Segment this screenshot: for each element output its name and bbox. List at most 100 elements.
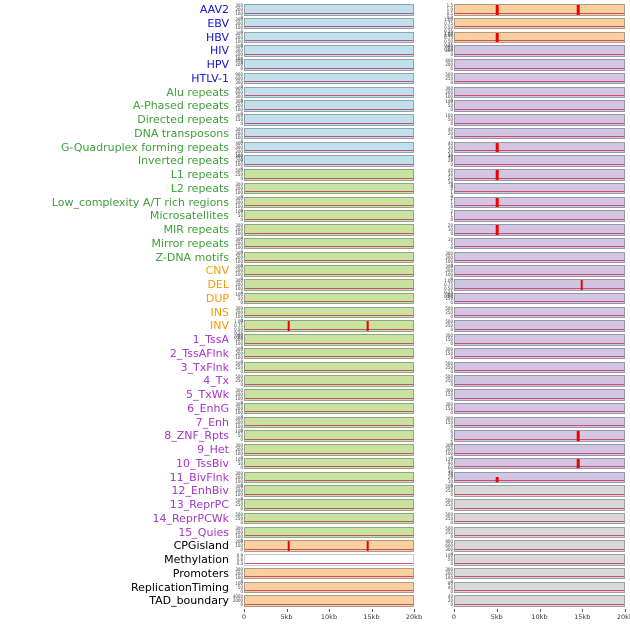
row-label: HBV [205, 30, 229, 44]
y-tick-label: 0 [240, 382, 243, 388]
y-axis-ticks-right: 100 50 0 [444, 100, 454, 112]
y-tick-label: 40 [447, 594, 453, 600]
y-tick-label: 0 [240, 276, 243, 282]
y-axis-ticks-right: 300 200 100 0 [444, 86, 454, 102]
row-label: 7_Enh [195, 415, 229, 429]
y-tick-label: 0 [450, 203, 453, 209]
y-tick-label: 0 [240, 427, 243, 433]
y-tick-label: 0 [450, 184, 453, 189]
y-axis-ticks-left: 500 250 0 [234, 361, 244, 374]
y-tick-label: 100 [235, 209, 243, 215]
y-tick-label: 0 [240, 176, 243, 181]
column-gap [414, 306, 444, 320]
column-gap [414, 209, 444, 223]
track-panel-right [454, 347, 625, 360]
y-tick-label: 0 [450, 276, 453, 282]
signal-peak [495, 32, 499, 43]
y-tick-label: 500 [445, 291, 453, 297]
y-axis-ticks-left: 300 200 100 0 [234, 567, 244, 583]
y-tick-label: 1.00 [234, 319, 243, 325]
y-tick-label: 0 [450, 492, 453, 498]
track-panel-left [244, 210, 414, 222]
y-tick-label: 0.25 [444, 42, 453, 48]
profile-baseline [455, 122, 624, 124]
track-panel-right [454, 306, 625, 319]
y-tick-label: 400 [445, 58, 453, 63]
row-label: 15_Quies [178, 525, 229, 539]
y-tick-label: 300 [235, 48, 243, 54]
track-row: Mirror repeats 300 200 100 0 10 5 0 [0, 237, 630, 253]
y-axis-ticks-left: 300 200 100 0 [234, 444, 244, 460]
y-axis-ticks-left: 300 200 100 0 [234, 251, 244, 267]
row-label: Microsatellites [149, 209, 229, 223]
y-tick-label: 20 [447, 130, 453, 136]
y-axis-ticks-right: 400 200 0 [444, 59, 454, 71]
y-tick-label: 250 [445, 488, 453, 494]
y-tick-label: 100 [235, 451, 243, 456]
y-axis-ticks-right: 300 200 100 0 [444, 444, 454, 460]
profile-baseline [245, 108, 413, 110]
profile-baseline [455, 328, 624, 330]
track-panel-left [244, 86, 414, 99]
track-panel-right [454, 155, 625, 167]
y-tick-label: 0 [450, 455, 453, 460]
y-tick-label: 500 [235, 498, 243, 503]
track-panel-right [454, 361, 625, 374]
y-tick-label: 0 [240, 217, 243, 223]
track-row: MIR repeats 300 200 100 0 20 10 0 [0, 223, 630, 240]
row-label: DNA transposons [134, 126, 229, 140]
y-tick-label: 300 [235, 3, 243, 8]
y-tick-label: 400 [235, 140, 243, 146]
y-tick-label: 100 [235, 478, 243, 484]
y-tick-label: 250 [235, 364, 243, 370]
y-tick-label: 100 [445, 99, 453, 105]
y-tick-label: 500 [445, 305, 453, 311]
track-row: Alu repeats 900 600 300 0 300 200 100 0 [0, 86, 630, 102]
track-rows: AAV2 300 200 100 0 1.5 1.0 0.5 0.0 EBV 300 200 100 0 1… [0, 3, 630, 608]
column-gap [414, 457, 444, 471]
y-axis-ticks-right: 300 150 0 [444, 389, 454, 401]
y-tick-label: 100 [235, 291, 243, 297]
y-tick-label: 0 [240, 235, 243, 240]
track-row: Z-DNA motifs 300 200 100 0 300 200 100 0 [0, 251, 630, 267]
track-panel-left [244, 251, 414, 264]
y-tick-label: 0 [450, 382, 453, 388]
y-tick-label: 0 [450, 341, 453, 346]
track-row: Promoters 300 200 100 0 300 200 100 0 [0, 567, 630, 583]
profile-baseline [455, 397, 624, 399]
y-axis-ticks-right: 500 250 0 [444, 526, 454, 539]
y-tick-label: 50 [237, 295, 243, 301]
y-tick-label: 50 [237, 584, 243, 590]
profile-baseline [245, 466, 413, 468]
y-tick-label: 900 [235, 71, 243, 77]
y-tick-label: 10 [447, 180, 453, 185]
y-tick-label: 200 [235, 34, 243, 40]
y-tick-label: 0 [240, 207, 243, 213]
row-label: HIV [209, 44, 229, 58]
row-label: INS [210, 305, 229, 319]
y-tick-label: 300 [235, 195, 243, 201]
column-gap [414, 182, 444, 196]
y-tick-label: 200 [235, 282, 243, 287]
track-row: 2_TssAFlnk 300 200 100 0 300 150 0 [0, 347, 630, 363]
y-tick-label: 1.0 [446, 7, 453, 12]
y-tick-label: 0.75 [444, 34, 453, 40]
track-panel-right [454, 31, 625, 44]
y-tick-label: 0 [240, 496, 243, 502]
track-panel-right [454, 279, 625, 291]
profile-baseline [455, 26, 624, 28]
column-gap [414, 553, 444, 567]
y-tick-label: 300 [235, 223, 243, 228]
track-panel-right [454, 17, 625, 30]
profile-baseline [455, 535, 624, 537]
row-label: Inverted repeats [137, 154, 229, 168]
y-tick-label: 0 [450, 162, 453, 168]
y-tick-label: 100 [235, 11, 243, 16]
track-panel-right [454, 389, 625, 401]
y-tick-label: 300 [235, 79, 243, 85]
y-tick-label: 300 [445, 415, 453, 421]
track-panel-left [244, 526, 414, 539]
y-tick-label: 0.50 [444, 38, 453, 44]
y-tick-label: 0 [240, 455, 243, 460]
